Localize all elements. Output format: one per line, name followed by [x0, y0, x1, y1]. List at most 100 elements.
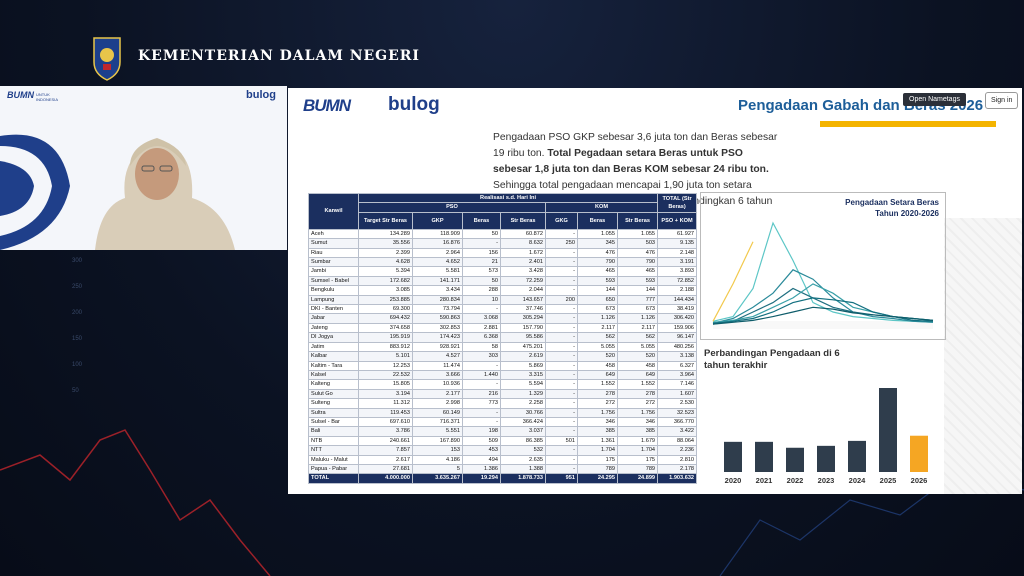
table-cell: 1.055: [616, 228, 659, 240]
table-cell: 32.523: [657, 407, 698, 418]
table-cell: 366.424: [500, 416, 546, 428]
table-cell: -: [545, 275, 578, 287]
table-cell: 37.746: [500, 304, 546, 315]
table-cell: 4.628: [358, 257, 413, 268]
table-cell: 9.135: [657, 238, 698, 249]
table-cell: 60.872: [500, 228, 546, 240]
table-cell: 2.178: [657, 463, 698, 475]
table-cell: 7.857: [358, 445, 413, 456]
table-cell: 35.556: [358, 238, 413, 249]
sign-in-button[interactable]: Sign in: [985, 92, 1019, 109]
line-series: [712, 287, 934, 325]
org-name: KEMENTERIAN DALAM NEGERI: [138, 48, 420, 64]
table-cell: 385: [616, 426, 659, 437]
slide-pattern: [944, 218, 1022, 494]
table-cell: -: [545, 228, 578, 240]
table-cell: 3.422: [657, 426, 698, 437]
bg-axis-label: 50: [72, 388, 79, 394]
table-cell: 118.909: [412, 228, 463, 240]
table-cell: 1.672: [500, 247, 546, 259]
table-cell: 153: [412, 445, 463, 456]
table-cell: 3.666: [412, 369, 463, 381]
table-cell: 8.632: [500, 238, 546, 249]
table-row: Bengkulu 3.085 3.434 288 2.044-144 144 2.188: [308, 285, 698, 296]
paragraph-part: Total Pegadaan setara Beras untuk PSO se…: [493, 148, 769, 175]
table-cell: 458: [616, 360, 659, 371]
table-row: Bali 3.786 5.551 198 3.037-385 385 3.422: [308, 426, 698, 437]
table-cell: TOTAL: [308, 473, 359, 484]
table-cell: DKI - Banten: [308, 304, 359, 315]
nametags-button[interactable]: Open Nametags: [903, 93, 966, 106]
x-tick-label: 2021: [756, 476, 773, 485]
bar: [879, 388, 897, 472]
table-cell: 280.834: [412, 294, 463, 306]
table-cell: 3.191: [657, 257, 698, 268]
table-cell: 72.259: [500, 275, 546, 287]
background-line: [0, 429, 271, 576]
table-row: Sumbar 4.628 4.652 21 2.401-790 790 3.191: [308, 257, 698, 268]
logo-bumn: BUMN: [303, 96, 351, 115]
table-cell: 5.594: [500, 379, 546, 390]
table-row: Maluku - Malut 2.617 4.186 494 2.635-175 175 2…: [308, 454, 698, 465]
bg-axis-label: 250: [72, 284, 83, 290]
table-cell: -: [462, 407, 501, 418]
table-cell: -: [545, 257, 578, 268]
table-cell: 10: [462, 294, 501, 306]
table-cell: 2.530: [657, 398, 698, 409]
table-cell: 1.126: [616, 313, 659, 324]
table-row: Sumut 35.556 16.876-8.632 250 345 503 9.135: [308, 238, 698, 249]
table-cell: 2.881: [462, 322, 501, 334]
table-cell: 19.294: [462, 473, 501, 484]
table-cell: 73.794: [412, 304, 463, 315]
table-cell: 119.453: [358, 407, 413, 418]
table-cell: 458: [577, 360, 618, 371]
table-cell: 2.188: [657, 285, 698, 296]
table-cell: -: [545, 322, 578, 334]
table-cell: 175: [616, 454, 659, 465]
table-row: Riau 2.399 2.964 156 1.672-476 476 2.148: [308, 247, 698, 259]
table-cell: 5.869: [500, 360, 546, 371]
table-row: Jateng 374.658 302.853 2.881 157.790-2.117 2.…: [308, 322, 698, 334]
table-cell: -: [545, 304, 578, 315]
table-cell: -: [545, 266, 578, 277]
table-cell: -: [545, 416, 578, 428]
table-cell: 1.756: [577, 407, 618, 418]
table-cell: Sulut Go: [308, 388, 359, 400]
table-row: Kaltim - Tara 12.253 11.474-5.869-458 458 6.…: [308, 360, 698, 371]
table-cell: 96.147: [657, 332, 698, 343]
video-tile[interactable]: BUMN UNTUK INDONESIA bulog: [0, 86, 287, 250]
table-cell: -: [545, 388, 578, 400]
table-cell: 5.101: [358, 351, 413, 362]
table-cell: 6.368: [462, 332, 501, 343]
table-cell: -: [545, 369, 578, 381]
table-cell: 4.527: [412, 351, 463, 362]
table-cell: Jabar: [308, 313, 359, 324]
table-cell: 3.037: [500, 426, 546, 437]
table-row: NTT 7.857 153 453 532-1.704 1.704 2.236: [308, 445, 698, 456]
table-row: Kalsel 22.532 3.666 1.440 3.315-649 649 3.964: [308, 369, 698, 381]
line-series: [712, 306, 934, 325]
table-cell: 143.657: [500, 294, 546, 306]
table-cell: -: [545, 285, 578, 296]
table-cell: 2.399: [358, 247, 413, 259]
line-series: [712, 221, 934, 323]
table-cell: 501: [545, 435, 578, 447]
table-cell: 345: [577, 238, 618, 249]
table-row: Sulsel - Bar 697.610 716.371-366.424-346 34…: [308, 416, 698, 428]
table-cell: 1.878.733: [500, 473, 546, 484]
table-cell: 240.661: [358, 435, 413, 447]
table-cell: Jateng: [308, 322, 359, 334]
table-cell: 10.936: [412, 379, 463, 390]
video-feed: [0, 134, 235, 250]
table-cell: 593: [616, 275, 659, 287]
table-cell: 1.552: [616, 379, 659, 390]
table-cell: 649: [577, 369, 618, 381]
table-cell: Sumsel - Babel: [308, 275, 359, 287]
table-cell: 12.253: [358, 360, 413, 371]
table-cell: Papua - Pabar: [308, 463, 359, 475]
table-cell: 3.635.267: [412, 473, 463, 484]
table-row: Kalteng 15.805 10.936-5.594-1.552 1.552 7.14…: [308, 379, 698, 390]
table-cell: 27.681: [358, 463, 413, 475]
table-cell: 3.068: [462, 313, 501, 324]
table-row: Lampung 253.885 280.834 10 143.657 200 650 777 1…: [308, 294, 698, 306]
